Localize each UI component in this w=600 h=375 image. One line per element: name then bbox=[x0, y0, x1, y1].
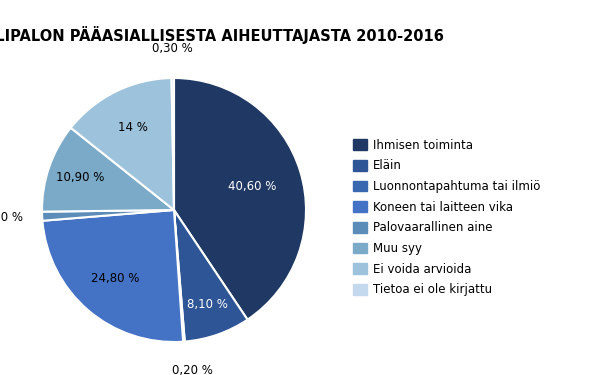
Text: 1,10 %: 1,10 % bbox=[0, 211, 23, 224]
Text: 0,20 %: 0,20 % bbox=[172, 364, 213, 375]
Wedge shape bbox=[174, 210, 248, 342]
Wedge shape bbox=[42, 210, 174, 221]
Legend: Ihmisen toiminta, Eläin, Luonnontapahtuma tai ilmiö, Koneen tai laitteen vika, P: Ihmisen toiminta, Eläin, Luonnontapahtum… bbox=[348, 134, 545, 301]
Text: 8,10 %: 8,10 % bbox=[187, 298, 227, 311]
Text: ARVIO TULIPALON PÄÄASIALLISESTA AIHEUTTAJASTA 2010-2016: ARVIO TULIPALON PÄÄASIALLISESTA AIHEUTTA… bbox=[0, 26, 444, 44]
Text: 14 %: 14 % bbox=[118, 121, 148, 134]
Wedge shape bbox=[42, 128, 174, 212]
Wedge shape bbox=[174, 78, 306, 320]
Wedge shape bbox=[172, 78, 174, 210]
Text: 24,80 %: 24,80 % bbox=[91, 272, 140, 285]
Text: 10,90 %: 10,90 % bbox=[56, 171, 104, 184]
Text: 0,30 %: 0,30 % bbox=[152, 42, 193, 56]
Wedge shape bbox=[43, 210, 183, 342]
Text: 40,60 %: 40,60 % bbox=[228, 180, 277, 193]
Wedge shape bbox=[174, 210, 185, 342]
Wedge shape bbox=[71, 78, 174, 210]
